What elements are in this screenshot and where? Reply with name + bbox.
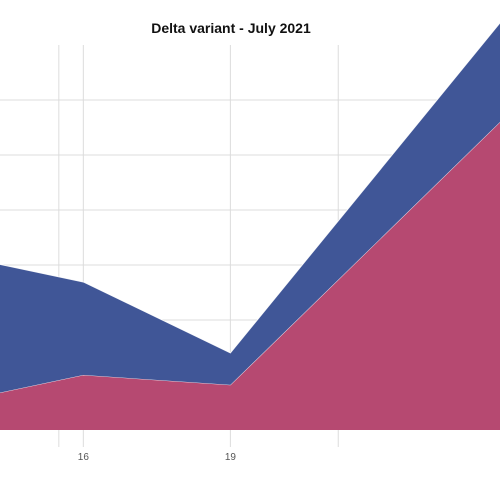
x-tick-label-1: 19 xyxy=(225,452,237,463)
area-layer xyxy=(0,22,500,430)
area-series-0 xyxy=(0,122,500,430)
area-series-1 xyxy=(0,23,500,393)
area-series-edge-1 xyxy=(0,22,500,354)
x-tick-label-0: 16 xyxy=(78,452,90,463)
chart-title: Delta variant - July 2021 xyxy=(151,20,311,36)
axis-layer: 16 19 xyxy=(78,452,237,463)
